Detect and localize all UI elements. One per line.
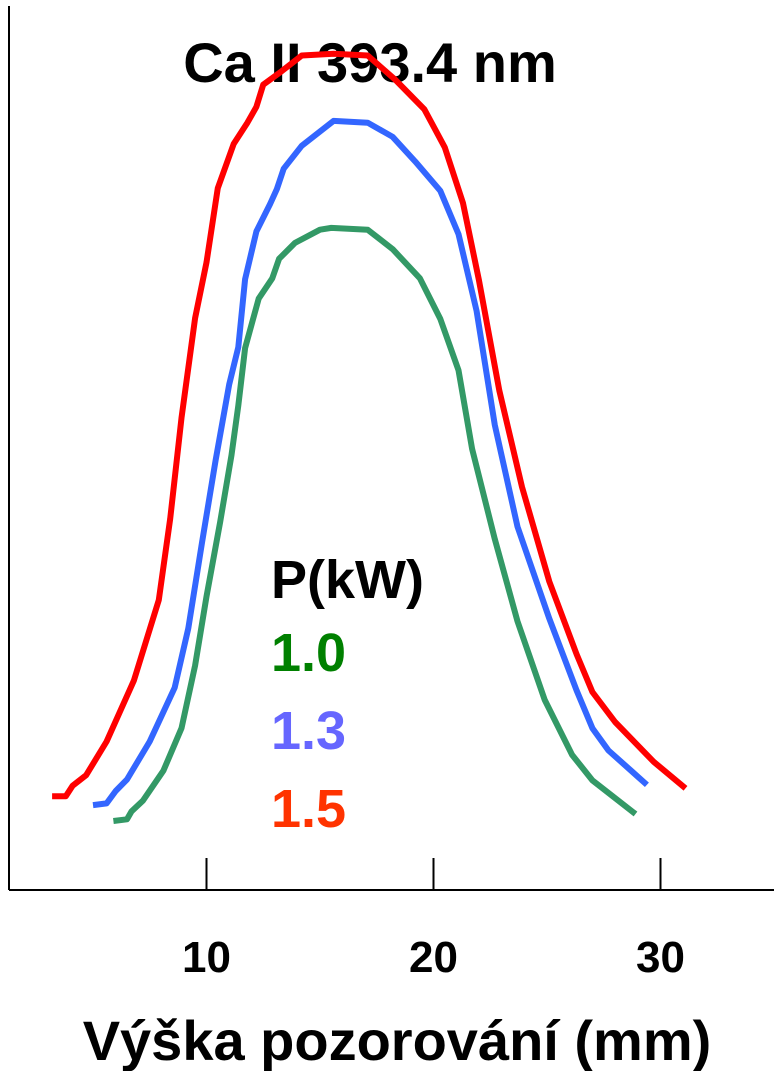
series-line-1-0 — [113, 224, 638, 824]
x-tick-label-10: 10 — [182, 933, 231, 982]
x-axis-label: Výška pozorování (mm) — [83, 1009, 712, 1071]
legend-entry-1-0: 1.0 — [271, 623, 346, 683]
series-line-1-3 — [92, 117, 649, 809]
legend-entry-1-3: 1.3 — [271, 701, 346, 761]
chart-title: Ca II 393.4 nm — [183, 31, 557, 94]
x-tick-label-30: 30 — [636, 933, 685, 982]
legend-entry-1-5: 1.5 — [271, 779, 346, 839]
legend: P(kW) 1.0 1.3 1.5 — [271, 550, 424, 839]
plot-series — [52, 50, 688, 824]
x-axis-ticks: 10 20 30 — [182, 858, 685, 982]
x-tick-label-20: 20 — [409, 933, 458, 982]
series-line-1-5 — [52, 50, 688, 800]
legend-title: P(kW) — [271, 550, 424, 610]
